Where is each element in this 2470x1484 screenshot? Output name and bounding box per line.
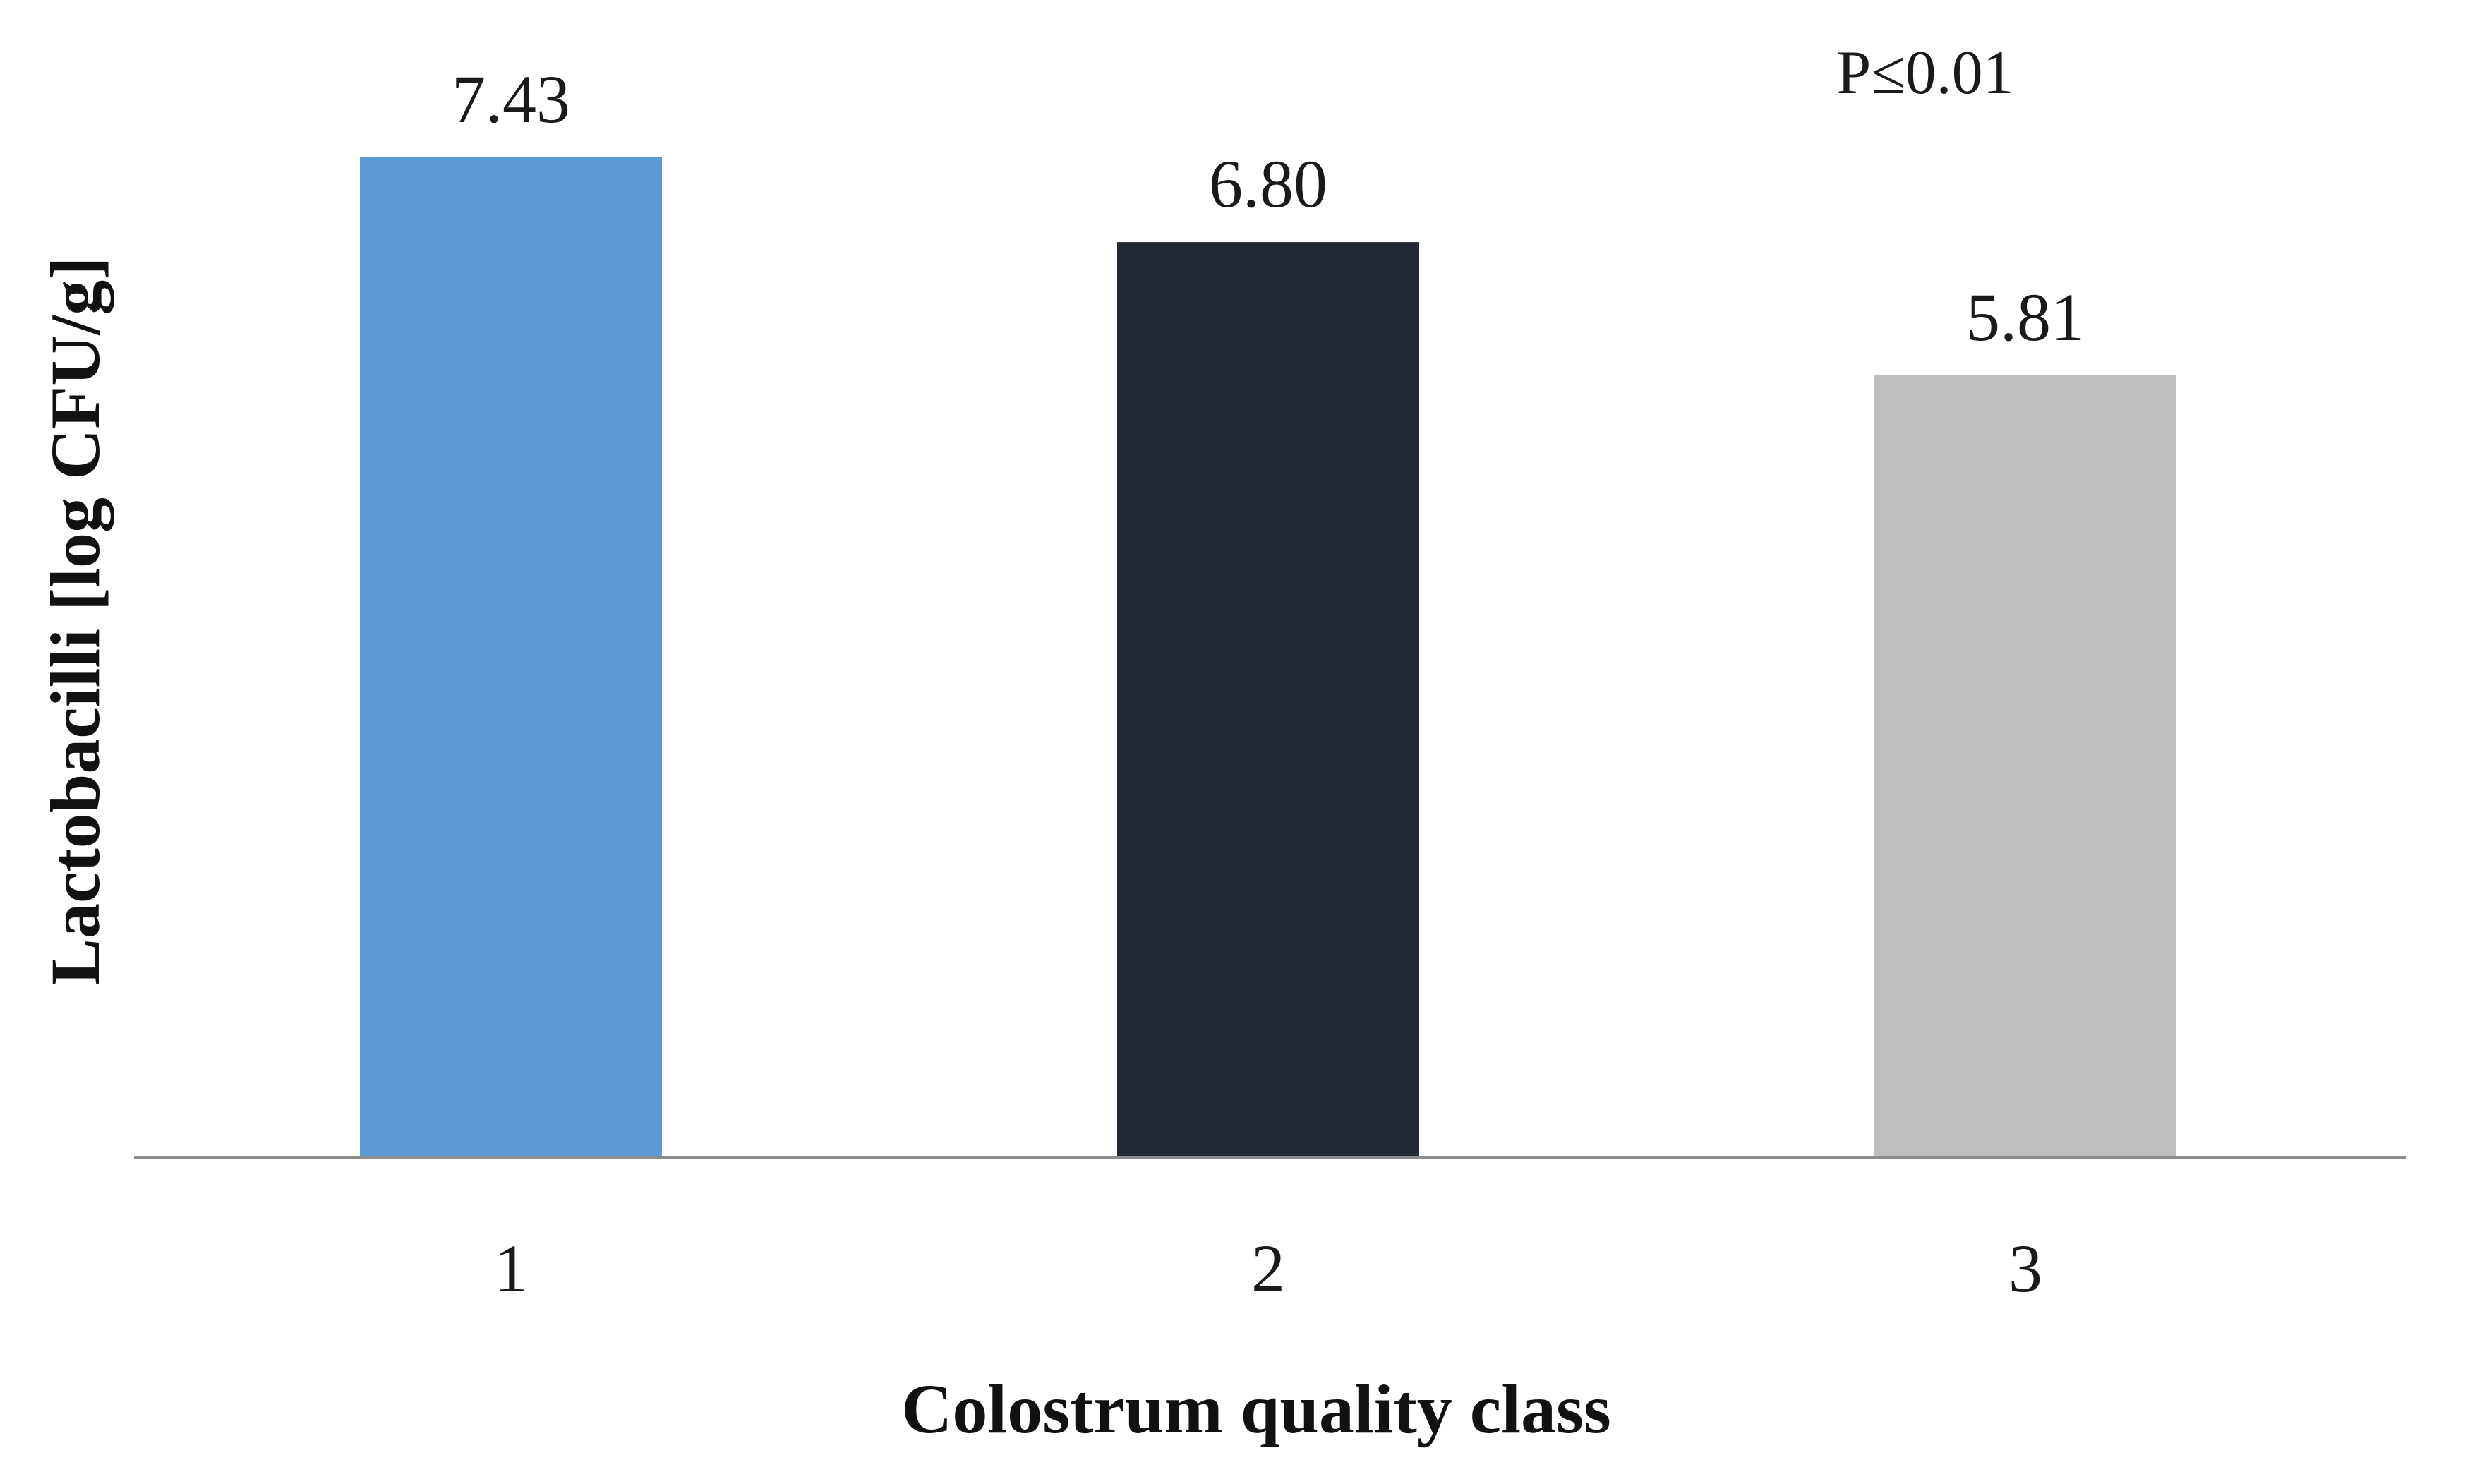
x-axis-title: Colostrum quality class [901,1370,1611,1448]
x-tick-labels-group: 1 2 3 [494,1231,2042,1306]
value-label-class-1: 7.43 [452,61,570,137]
significance-annotation: P≤0.01 [1836,39,2013,107]
y-axis-title: Lactobacilli [log CFU/g] [36,256,114,985]
bar-class-2 [1117,242,1419,1158]
bars-group [360,157,2176,1158]
x-tick-label-2: 2 [1251,1231,1285,1306]
x-tick-label-1: 1 [494,1231,528,1306]
bar-class-1 [360,157,662,1157]
value-label-class-3: 5.81 [1966,279,2085,355]
value-label-class-2: 6.80 [1209,146,1327,222]
x-tick-label-3: 3 [2008,1231,2042,1306]
value-labels-group: 7.43 6.80 5.81 [452,61,2085,355]
bar-class-3 [1874,375,2176,1157]
